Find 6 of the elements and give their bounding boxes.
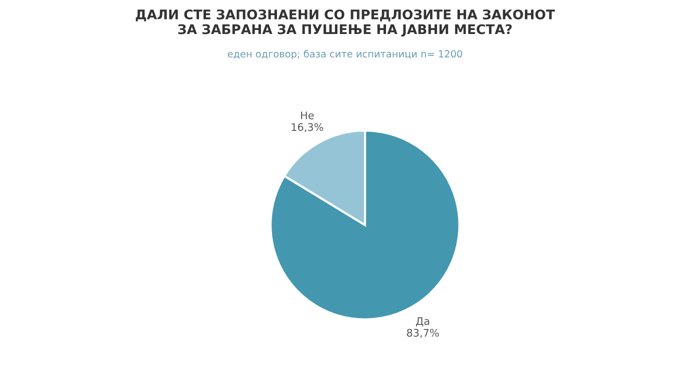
chart-title: ДАЛИ СТЕ ЗАПОЗНАЕНИ СО ПРЕДЛОЗИТЕ НА ЗАКОНОТ ЗА ЗАБРАНА ЗА ПУШЕЊЕ НА ЈАВНИ МЕСТА? xyxy=(136,9,555,37)
slice-label: Не xyxy=(301,112,314,120)
data-label: 16,3% xyxy=(292,123,324,132)
slice-label: Да xyxy=(416,317,430,327)
data-label: 83,7% xyxy=(406,328,439,338)
chart-subtitle: еден одговор; база сите испитаници n= 1200 xyxy=(228,50,462,60)
